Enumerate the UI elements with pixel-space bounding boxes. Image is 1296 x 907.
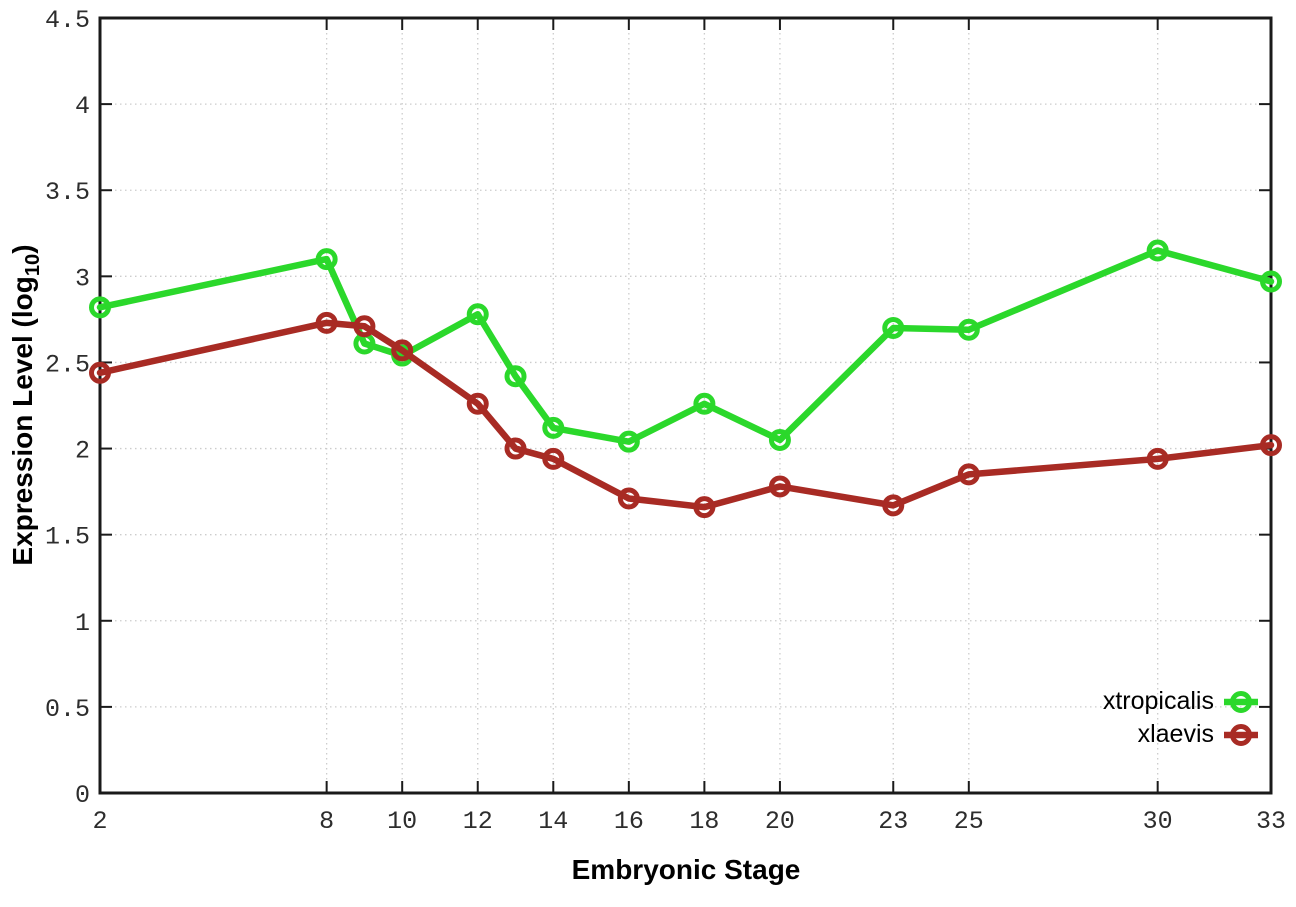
plot-border (98, 16, 1273, 795)
data-point-xlaevis (315, 311, 338, 334)
x-tick-label: 23 (878, 807, 908, 836)
legend: xtropicalis xlaevis (1103, 685, 1258, 751)
data-point-xlaevis (353, 315, 376, 338)
x-tick-label: 12 (463, 807, 493, 836)
data-point-xlaevis (504, 437, 527, 460)
data-point-xlaevis (693, 496, 716, 519)
x-tick-label: 18 (689, 807, 719, 836)
x-tick-label: 20 (765, 807, 795, 836)
y-tick-label: 2.5 (45, 350, 90, 379)
y-axis-title-text: Expression Level (log (7, 276, 39, 566)
y-tick-label: 3.5 (45, 178, 90, 207)
x-tick-label: 10 (387, 807, 417, 836)
data-point-xtropicalis (768, 428, 791, 451)
x-tick-label: 33 (1256, 807, 1286, 836)
data-point-xtropicalis (693, 392, 716, 415)
data-point-xtropicalis (315, 248, 338, 271)
x-tick-label: 8 (319, 807, 334, 836)
y-axis-title-subscript: 10 (21, 253, 44, 277)
x-tick-label: 2 (92, 807, 107, 836)
data-point-xtropicalis (957, 318, 980, 341)
legend-item-xtropicalis: xtropicalis (1103, 685, 1258, 718)
y-tick-label: 0.5 (45, 695, 90, 724)
y-tick-label: 4 (75, 92, 90, 121)
data-point-xtropicalis (882, 317, 905, 339)
data-point-xtropicalis (89, 296, 111, 319)
y-tick-label: 0 (75, 781, 90, 810)
y-tick-label: 3 (75, 264, 90, 293)
legend-item-xlaevis: xlaevis (1138, 718, 1258, 751)
data-point-xlaevis (957, 463, 980, 486)
legend-point-xtropicalis (1230, 690, 1252, 713)
x-tick-label: 16 (614, 807, 644, 836)
data-point-xtropicalis (542, 416, 565, 439)
y-axis-title: Expression Level (log10) (7, 244, 45, 565)
data-point-xlaevis (617, 487, 640, 510)
data-point-xlaevis (882, 494, 905, 517)
y-tick-label: 1.5 (45, 523, 90, 552)
y-axis-title-close: ) (7, 244, 39, 254)
y-tick-label: 1 (75, 609, 90, 638)
data-point-xlaevis (391, 339, 414, 362)
legend-marker-xlaevis-icon (1224, 723, 1258, 746)
legend-point-xlaevis (1230, 723, 1252, 746)
x-tick-label: 30 (1143, 807, 1173, 836)
data-point-xlaevis (89, 361, 111, 384)
x-tick-label: 14 (538, 807, 568, 836)
y-tick-label: 4.5 (45, 6, 90, 35)
data-point-xlaevis (542, 447, 565, 470)
legend-marker-xtropicalis-icon (1224, 690, 1258, 713)
data-point-xtropicalis (1146, 239, 1169, 262)
x-axis-title: Embryonic Stage (571, 854, 801, 885)
series-line-xtropicalis (96, 247, 1275, 445)
data-point-xlaevis (768, 475, 791, 498)
legend-label-xtropicalis: xtropicalis (1102, 687, 1214, 715)
data-point-xtropicalis (504, 365, 527, 388)
data-point-xtropicalis (1260, 270, 1282, 293)
x-tick-label: 25 (954, 807, 984, 836)
data-point-xlaevis (466, 392, 489, 415)
legend-label-xlaevis: xlaevis (1137, 720, 1214, 748)
data-point-xlaevis (1146, 447, 1169, 470)
data-point-xlaevis (1260, 434, 1282, 457)
data-point-xtropicalis (466, 303, 489, 326)
data-point-xtropicalis (617, 430, 640, 453)
y-tick-label: 2 (75, 437, 90, 466)
